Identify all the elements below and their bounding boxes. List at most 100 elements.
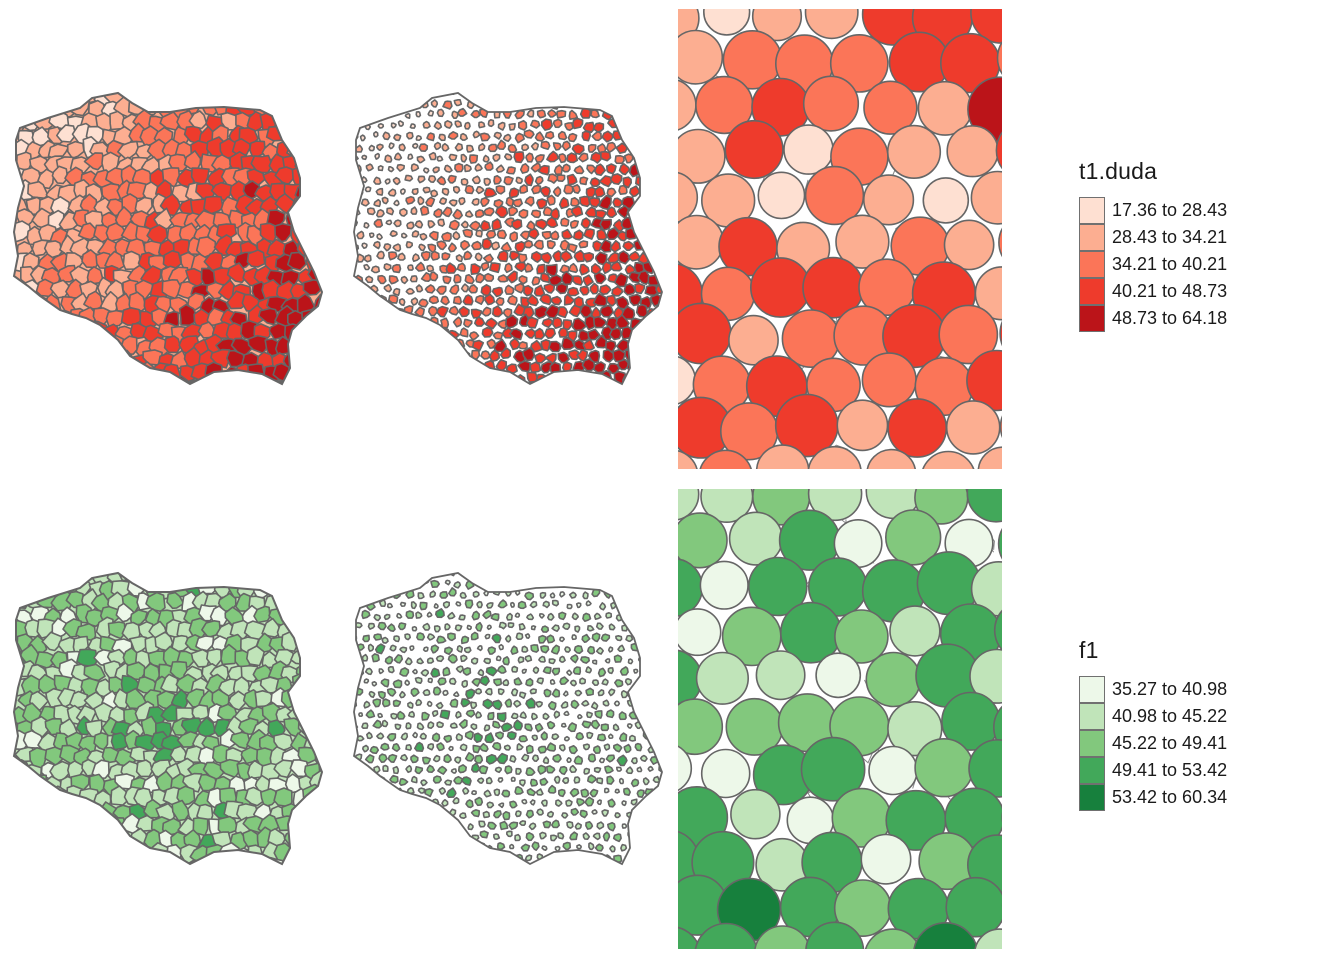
district: [478, 121, 486, 129]
district: [573, 776, 581, 784]
district: [364, 754, 375, 764]
district: [541, 845, 548, 851]
district: [627, 98, 639, 109]
district: [381, 636, 389, 644]
district: [525, 767, 536, 776]
district: [572, 275, 584, 286]
district: [444, 120, 453, 129]
district: [480, 196, 490, 207]
district: [593, 271, 607, 285]
district: [445, 262, 457, 274]
district: [530, 119, 541, 129]
district: [616, 766, 623, 772]
district: [311, 830, 322, 848]
district: [399, 601, 407, 607]
district: [264, 379, 287, 384]
district: [648, 95, 662, 108]
district: [297, 322, 316, 344]
district: [388, 800, 397, 809]
district: [596, 228, 608, 241]
district: [634, 808, 644, 816]
district: [650, 208, 662, 220]
district: [525, 831, 535, 842]
district: [562, 622, 571, 630]
district: [536, 808, 544, 816]
district: [27, 336, 44, 358]
district: [364, 667, 373, 676]
district: [542, 666, 552, 675]
district: [464, 599, 474, 609]
district: [655, 217, 662, 231]
district: [29, 579, 49, 601]
legend-title: t1.duda: [1079, 158, 1158, 184]
district-circle: [694, 922, 758, 949]
district: [465, 799, 474, 809]
district: [462, 228, 473, 239]
district: [218, 93, 239, 108]
district: [633, 668, 639, 674]
district: [536, 263, 546, 275]
district: [525, 809, 534, 819]
district: [433, 603, 439, 609]
district: [508, 187, 520, 199]
district: [288, 364, 306, 384]
district: [587, 774, 597, 784]
legend-item: 53.42 to 60.34: [1079, 784, 1227, 811]
district-circle: [969, 648, 1002, 704]
district: [492, 742, 502, 751]
district: [472, 130, 481, 139]
district: [558, 655, 566, 663]
district: [598, 175, 613, 188]
district: [637, 634, 646, 644]
district: [411, 360, 421, 371]
district: [583, 228, 595, 240]
district: [537, 745, 547, 754]
district: [517, 656, 525, 664]
district: [204, 573, 225, 585]
district: [640, 163, 654, 176]
district: [531, 98, 539, 106]
district-circle: [861, 352, 917, 408]
district: [430, 382, 439, 384]
district: [425, 349, 433, 358]
district: [596, 733, 607, 742]
district: [579, 263, 590, 276]
district: [603, 787, 610, 794]
district: [606, 187, 617, 198]
legend-swatch: [1079, 703, 1105, 730]
district: [289, 813, 309, 835]
district: [605, 709, 615, 719]
district: [431, 338, 444, 351]
district: [507, 622, 515, 629]
district: [297, 832, 315, 851]
district: [612, 833, 622, 843]
district: [35, 842, 56, 863]
district: [562, 690, 569, 697]
district: [384, 588, 393, 598]
district: [367, 207, 376, 216]
district: [647, 765, 654, 772]
district: [578, 240, 589, 249]
district-circle: [678, 29, 724, 85]
district: [605, 612, 613, 619]
district: [542, 820, 552, 829]
district: [622, 240, 635, 251]
district: [558, 765, 568, 776]
district: [376, 579, 385, 588]
district: [519, 711, 527, 719]
district: [305, 93, 322, 106]
district: [292, 620, 313, 638]
district: [515, 573, 525, 578]
district: [612, 107, 624, 121]
district: [64, 93, 85, 108]
district: [531, 841, 540, 851]
district: [383, 283, 393, 293]
district: [14, 308, 29, 327]
district-circle: [678, 558, 704, 617]
district: [441, 187, 450, 196]
district: [453, 273, 462, 284]
district: [262, 573, 281, 586]
district-circle: [977, 446, 1002, 469]
district: [620, 690, 629, 699]
district: [16, 349, 37, 368]
